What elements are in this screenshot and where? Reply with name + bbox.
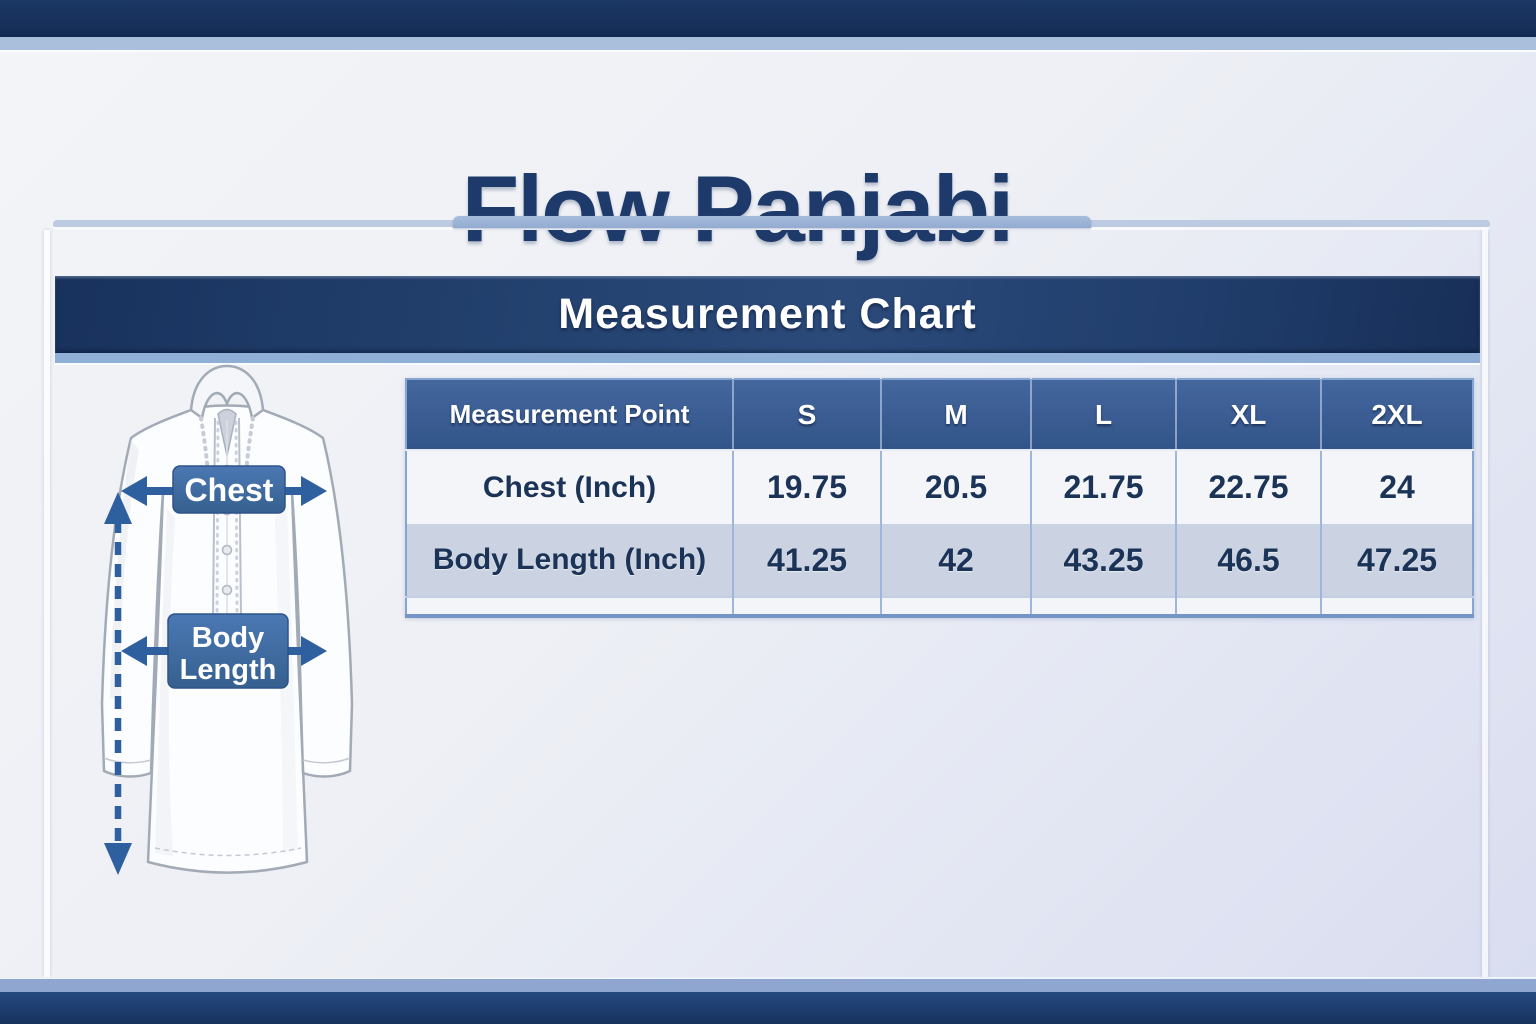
chest-value-l: 21.75 [1031, 450, 1177, 524]
card-left-edge [44, 230, 50, 977]
column-header-xl: XL [1176, 379, 1322, 451]
chest-value-m: 20.5 [881, 450, 1032, 524]
chest-value-xl: 22.75 [1176, 450, 1322, 524]
table-header-row: Measurement Point S M L XL 2XL [406, 379, 1473, 451]
table-row-body-length: Body Length (Inch) 41.25 42 43.25 46.5 4… [406, 524, 1473, 597]
arrow-up-icon [104, 492, 132, 524]
section-header-underline [55, 353, 1480, 365]
row-label-body-length: Body Length (Inch) [406, 524, 734, 597]
table-empty-row [406, 596, 1473, 616]
body-length-label-box [167, 613, 289, 689]
body-length-value-s: 41.25 [733, 524, 882, 597]
column-header-m: M [881, 379, 1032, 451]
body-length-label-group: Body Length [121, 613, 327, 689]
column-header-2xl: 2XL [1321, 379, 1473, 451]
title-divider-accent [453, 216, 1091, 228]
row-label-chest: Chest (Inch) [406, 450, 734, 524]
chest-measure-arrow: Chest [121, 465, 327, 514]
top-light-band [0, 37, 1536, 52]
chest-label: Chest [185, 472, 274, 508]
bottom-navy-bar [0, 992, 1536, 1024]
measurement-table: Measurement Point S M L XL 2XL Chest (In… [405, 378, 1474, 618]
table-row-chest: Chest (Inch) 19.75 20.5 21.75 22.75 24 [406, 450, 1473, 524]
card-right-edge [1482, 230, 1488, 977]
body-length-measure-line [104, 492, 132, 875]
top-navy-bar [0, 0, 1536, 37]
section-title: Measurement Chart [558, 290, 977, 338]
arrow-left-icon [121, 636, 147, 666]
chest-label-box [172, 465, 286, 514]
body-length-value-m: 42 [881, 524, 1032, 597]
chest-value-s: 19.75 [733, 450, 882, 524]
arrow-right-icon [301, 476, 327, 506]
body-length-value-xl: 46.5 [1176, 524, 1322, 597]
arrow-down-icon [104, 843, 132, 875]
section-header-bar: Measurement Chart [55, 276, 1480, 353]
panjabi-garment-diagram: Chest Body Length [100, 364, 354, 875]
column-header-s: S [733, 379, 882, 451]
body-length-label-line1: Body [192, 622, 265, 654]
body-length-label-line2: Length [180, 654, 277, 686]
body-length-value-l: 43.25 [1031, 524, 1177, 597]
arrow-right-icon [301, 636, 327, 666]
column-header-l: L [1031, 379, 1177, 451]
arrow-left-icon [121, 476, 147, 506]
chest-value-2xl: 24 [1321, 450, 1473, 524]
body-length-value-2xl: 47.25 [1321, 524, 1473, 597]
column-header-measurement-point: Measurement Point [406, 379, 734, 451]
page-title: Flow Panjabi [461, 155, 1015, 261]
bottom-light-band [0, 977, 1536, 994]
